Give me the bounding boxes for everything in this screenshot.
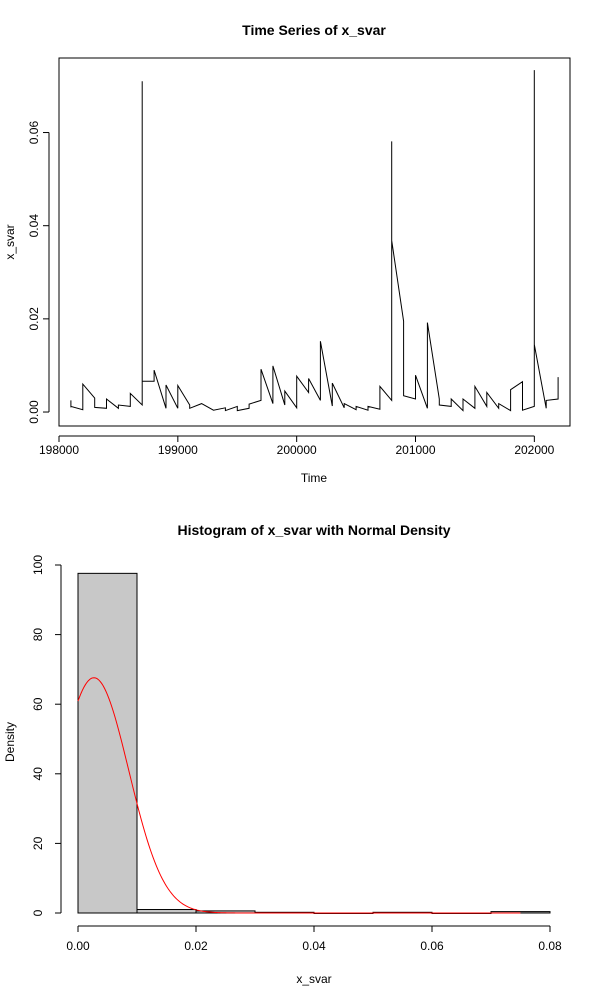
hist-x-axis: 0.00 0.02 0.04 0.06 0.08 [66,925,562,953]
hist-x-tick-label: 0.08 [538,939,562,953]
hist-x-tick-label: 0.04 [302,939,326,953]
hist-y-tick-label: 40 [31,767,45,781]
hist-x-label: x_svar [296,972,331,986]
ts-y-tick-label: 0.06 [27,121,41,145]
hist-y-tick-label: 100 [31,555,45,575]
hist-x-tick-label: 0.00 [66,939,90,953]
ts-series-line [70,70,559,412]
histogram-chart: Histogram of x_svar with Normal Density … [3,522,562,986]
hist-x-tick-label: 0.06 [420,939,444,953]
ts-y-label: x_svar [3,224,17,259]
hist-bars [77,572,551,914]
hist-x-tick-label: 0.02 [184,939,208,953]
hist-y-tick-label: 60 [31,697,45,711]
hist-y-axis: 0 20 40 60 80 100 [31,555,62,916]
time-series-chart: Time Series of x_svar 198000 199000 200000… [3,22,571,485]
ts-x-tick-label: 199000 [158,443,198,457]
ts-y-tick-label: 0.02 [27,307,41,331]
hist-y-tick-label: 0 [31,909,45,916]
ts-x-label: Time [301,471,328,485]
ts-y-axis: 0.00 0.02 0.04 0.06 [27,121,50,424]
ts-x-tick-label: 201000 [395,443,435,457]
ts-x-tick-label: 198000 [39,443,79,457]
ts-y-tick-label: 0.00 [27,400,41,424]
hist-density-curve [77,677,521,914]
hist-y-tick-label: 20 [31,836,45,850]
ts-x-tick-label: 202000 [514,443,554,457]
hist-bar [77,572,138,914]
hist-title: Histogram of x_svar with Normal Density [177,522,450,538]
ts-x-tick-label: 200000 [277,443,317,457]
ts-x-axis: 198000 199000 200000 201000 202000 [39,435,555,457]
ts-y-tick-label: 0.04 [27,214,41,238]
ts-plot-frame [58,57,571,427]
ts-title: Time Series of x_svar [242,22,386,38]
hist-bar [136,909,197,914]
hist-y-label: Density [3,722,17,762]
hist-y-tick-label: 80 [31,628,45,642]
